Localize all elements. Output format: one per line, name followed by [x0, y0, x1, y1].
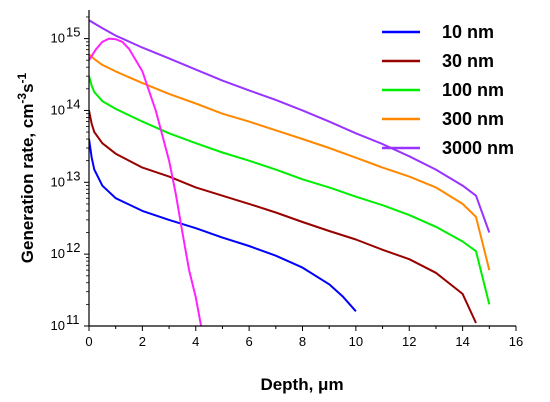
y-axis-title-mid: s — [18, 83, 37, 92]
y-tick-label: 10 — [51, 174, 65, 189]
x-tick-label: 2 — [139, 334, 146, 349]
y-tick-exponent: 15 — [66, 25, 80, 40]
y-axis-title: Generation rate, cm-3s-1 — [15, 72, 37, 263]
x-tick-label: 12 — [402, 334, 416, 349]
y-axis-title-main: Generation rate, cm — [18, 104, 37, 264]
y-axis-title-sup-1: -3 — [15, 93, 29, 104]
legend-label-10-nm: 10 nm — [442, 22, 494, 42]
x-tick-label: 14 — [455, 334, 469, 349]
y-axis-title-sup-2: -1 — [15, 72, 29, 83]
legend-label-3000-nm: 3000 nm — [442, 138, 514, 158]
y-tick-exponent: 11 — [66, 312, 80, 327]
legend-label-30-nm: 30 nm — [442, 51, 494, 71]
series-line-30-nm — [89, 110, 477, 324]
y-tick-label: 10 — [51, 246, 65, 261]
series-line-3000-nm — [89, 19, 491, 233]
series-line-10-nm — [89, 138, 357, 312]
y-tick-exponent: 12 — [66, 240, 80, 255]
x-tick-label: 16 — [509, 334, 523, 349]
x-tick-label: 4 — [192, 334, 199, 349]
legend-label-300-nm: 300 nm — [442, 109, 504, 129]
y-tick-label: 10 — [51, 102, 65, 117]
legend-label-100-nm: 100 nm — [442, 80, 504, 100]
series-line-100-nm — [89, 75, 491, 305]
y-tick-exponent: 13 — [66, 168, 80, 183]
series-line-unlabeled-5 — [89, 37, 203, 326]
y-tick-label: 10 — [51, 31, 65, 46]
x-tick-label: 6 — [246, 334, 253, 349]
x-tick-label: 8 — [299, 334, 306, 349]
x-tick-label: 0 — [85, 334, 92, 349]
x-axis-title: Depth, μm — [260, 375, 343, 394]
y-tick-label: 10 — [51, 318, 65, 333]
series-line-300-nm — [89, 53, 491, 271]
x-tick-label: 10 — [349, 334, 363, 349]
y-tick-exponent: 14 — [66, 96, 80, 111]
